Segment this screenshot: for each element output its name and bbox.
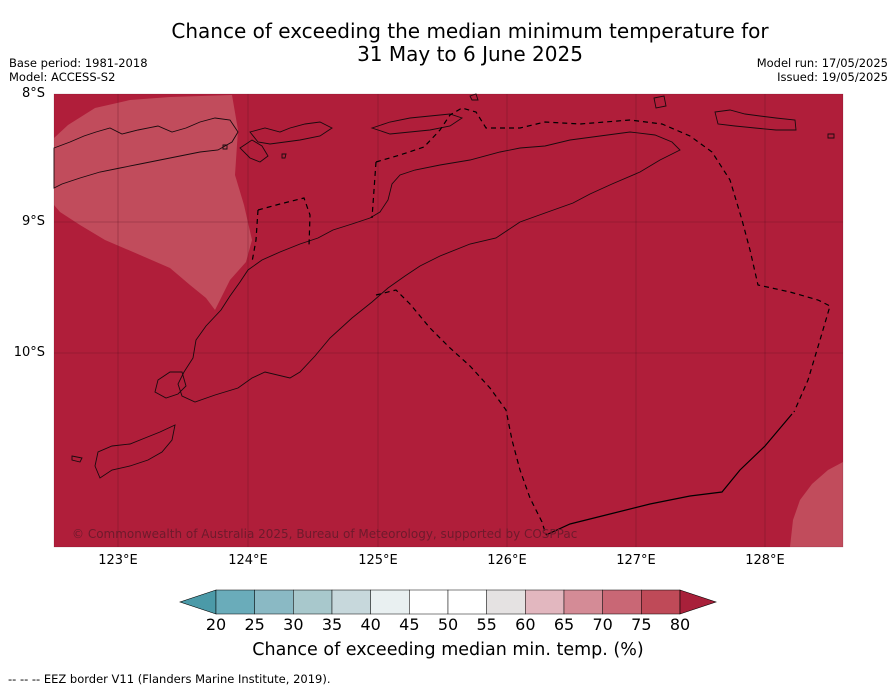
colorbar-tick-labels: 20 25 30 35 40 45 50 55 60 65 70 75 80 bbox=[0, 615, 896, 635]
model-name: Model: ACCESS-S2 bbox=[9, 70, 116, 84]
colorbar-segment bbox=[486, 589, 526, 615]
lon-label-126e: 126°E bbox=[487, 553, 527, 568]
colorbar-tick-label: 25 bbox=[244, 615, 265, 634]
eez-timor-leste-main bbox=[375, 107, 831, 413]
colorbar-tick-label: 55 bbox=[476, 615, 497, 634]
lon-label-127e: 127°E bbox=[616, 553, 656, 568]
base-period: Base period: 1981-2018 bbox=[9, 56, 148, 70]
sumba-east-coastline bbox=[94, 424, 176, 479]
probability-band-75-80-southeast bbox=[790, 462, 843, 547]
islet-east bbox=[827, 133, 835, 139]
colorbar-tick-label: 60 bbox=[515, 615, 536, 634]
model-run-date: Model run: 17/05/2025 bbox=[756, 56, 888, 70]
eez-footnote: -- -- -- EEZ border V11 (Flanders Marine… bbox=[8, 672, 331, 686]
colorbar-segment bbox=[293, 589, 333, 615]
colorbar-segment bbox=[331, 589, 371, 615]
islands-alor bbox=[249, 121, 333, 145]
eez-timor-leste-south bbox=[375, 289, 547, 536]
islet-small-2 bbox=[281, 153, 287, 159]
colorbar-segment bbox=[602, 589, 642, 615]
probability-band-75-80-northwest bbox=[54, 95, 252, 310]
map-frame bbox=[53, 93, 844, 548]
colorbar-segment bbox=[370, 589, 410, 615]
lat-label-8s: 8°S bbox=[21, 86, 45, 101]
colorbar-extend-high bbox=[679, 589, 717, 615]
colorbar-segment bbox=[641, 589, 681, 615]
rote-island-coastline bbox=[154, 371, 187, 399]
colorbar-tick-label: 35 bbox=[321, 615, 343, 634]
coastlines bbox=[53, 93, 835, 479]
lon-label-123e: 123°E bbox=[98, 553, 138, 568]
colorbar-tick-label: 75 bbox=[631, 615, 652, 634]
colorbar-tick-label: 40 bbox=[360, 615, 381, 634]
colorbar-segment bbox=[563, 589, 603, 615]
islands-pantar bbox=[239, 139, 269, 163]
issued-date: Issued: 19/05/2025 bbox=[777, 70, 888, 84]
colorbar-segment bbox=[215, 589, 255, 615]
copyright-notice: © Commonwealth of Australia 2025, Bureau… bbox=[72, 527, 578, 541]
lon-label-124e: 124°E bbox=[228, 553, 268, 568]
colorbar-segment bbox=[254, 589, 294, 615]
colorbar-tick-label: 70 bbox=[592, 615, 613, 634]
colorbar-extend-low bbox=[179, 589, 217, 615]
eez-timor-leste-west bbox=[251, 209, 259, 263]
timor-coastline bbox=[177, 131, 681, 403]
eez-southeast-solid bbox=[545, 413, 793, 536]
colorbar-tick-label: 50 bbox=[437, 615, 459, 634]
colorbar-tick-label: 45 bbox=[399, 615, 420, 634]
chart-title: Chance of exceeding the median minimum t… bbox=[120, 20, 820, 66]
colorbar-tick-label: 20 bbox=[205, 615, 227, 634]
graticule bbox=[54, 94, 843, 547]
model-info: Base period: 1981-2018 Model: ACCESS-S2 bbox=[9, 56, 148, 84]
colorbar-label: Chance of exceeding median min. temp. (%… bbox=[252, 640, 644, 660]
wetar-coastline bbox=[370, 113, 464, 135]
lat-label-10s: 10°S bbox=[13, 345, 45, 360]
run-info: Model run: 17/05/2025 Issued: 19/05/2025 bbox=[757, 56, 888, 84]
title-line-2: 31 May to 6 June 2025 bbox=[357, 42, 583, 66]
flores-coastline bbox=[53, 117, 239, 189]
lon-label-128e: 128°E bbox=[745, 553, 785, 568]
islet-north-1 bbox=[469, 93, 479, 101]
colorbar-segment bbox=[525, 589, 565, 615]
title-line-1: Chance of exceeding the median minimum t… bbox=[171, 19, 769, 43]
islet-small-1 bbox=[222, 144, 228, 150]
colorbar bbox=[179, 589, 717, 615]
small-islet-west bbox=[71, 455, 83, 463]
lon-label-125e: 125°E bbox=[358, 553, 398, 568]
colorbar-tick-label: 65 bbox=[553, 615, 575, 634]
eez-borders bbox=[251, 107, 831, 536]
colorbar-segment bbox=[447, 589, 487, 615]
colorbar-tick-label: 30 bbox=[283, 615, 304, 634]
leti-islands bbox=[714, 109, 797, 131]
lat-label-9s: 9°S bbox=[21, 214, 45, 229]
eez-timor-leste-connector bbox=[371, 161, 377, 219]
colorbar-tick-label: 80 bbox=[669, 615, 691, 634]
islet-north-2 bbox=[653, 95, 667, 109]
eez-timor-leste-north bbox=[257, 197, 311, 247]
colorbar-segment bbox=[409, 589, 449, 615]
